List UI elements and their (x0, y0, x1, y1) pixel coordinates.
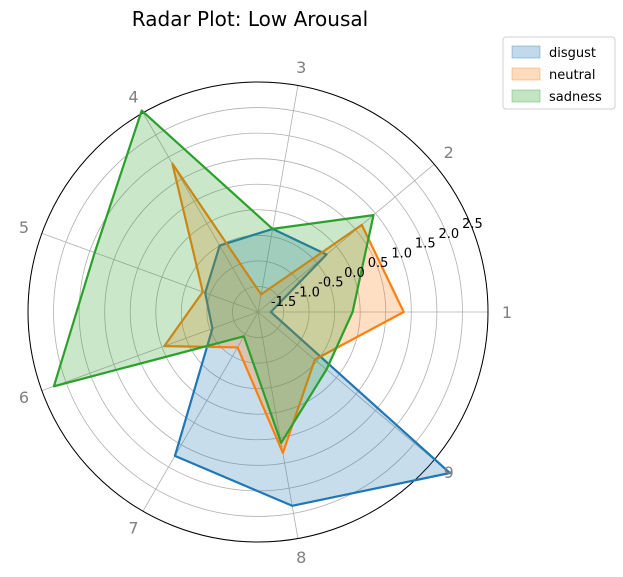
radial-tick-label: 1.5 (415, 237, 436, 252)
radial-tick-label: -0.5 (318, 276, 343, 291)
series-line-disgust (173, 227, 451, 507)
category-label: 4 (128, 87, 138, 106)
legend-label-neutral: neutral (549, 68, 596, 83)
grid-spoke (41, 232, 259, 313)
series-fill-sadness (53, 110, 374, 443)
chart-title: Radar Plot: Low Arousal (132, 7, 368, 31)
category-label: 1 (502, 303, 512, 322)
radial-tick-label: -1.5 (271, 295, 296, 310)
radial-tick-label: -1.0 (295, 285, 320, 300)
legend-frame (502, 36, 616, 110)
legend: disgust neutral sadness (502, 36, 616, 110)
grid-spoke (142, 311, 259, 512)
series-line-sadness (52, 109, 375, 444)
radial-tick-labels: -1.5-1.0-0.50.00.51.01.52.02.5 (271, 217, 483, 310)
legend-swatch-sadness (511, 89, 541, 103)
category-label: 5 (19, 218, 29, 237)
category-label: 6 (19, 388, 29, 407)
radial-tick-label: 2.5 (462, 217, 483, 232)
legend-swatch-neutral (511, 67, 541, 81)
radial-tick-label: 0.0 (344, 266, 365, 281)
series-fill-neutral (164, 163, 404, 453)
grid-spoke (257, 311, 435, 461)
category-label: 8 (296, 548, 306, 567)
series-layer (52, 109, 451, 507)
grid-spoke (257, 85, 299, 313)
category-label: 3 (296, 58, 306, 77)
legend-label-disgust: disgust (549, 46, 596, 61)
radial-tick-label: 2.0 (439, 227, 460, 242)
legend-swatch-disgust (511, 45, 541, 59)
grid-spoke (257, 163, 435, 313)
category-label: 9 (444, 463, 454, 482)
legend-label-sadness: sadness (549, 90, 602, 105)
series-line-neutral (163, 162, 405, 454)
polar-grid (27, 81, 489, 543)
category-label: 7 (128, 519, 138, 538)
polar-frame (27, 81, 489, 543)
category-labels: 1 2 3 4 5 6 7 8 9 (19, 58, 512, 567)
radial-tick-label: 1.0 (391, 246, 412, 261)
radial-tick-label: 0.5 (368, 256, 389, 271)
category-label: 2 (444, 143, 454, 162)
grid-spoke (142, 112, 259, 313)
grid-spoke (257, 311, 299, 539)
grid-spoke (41, 311, 259, 392)
